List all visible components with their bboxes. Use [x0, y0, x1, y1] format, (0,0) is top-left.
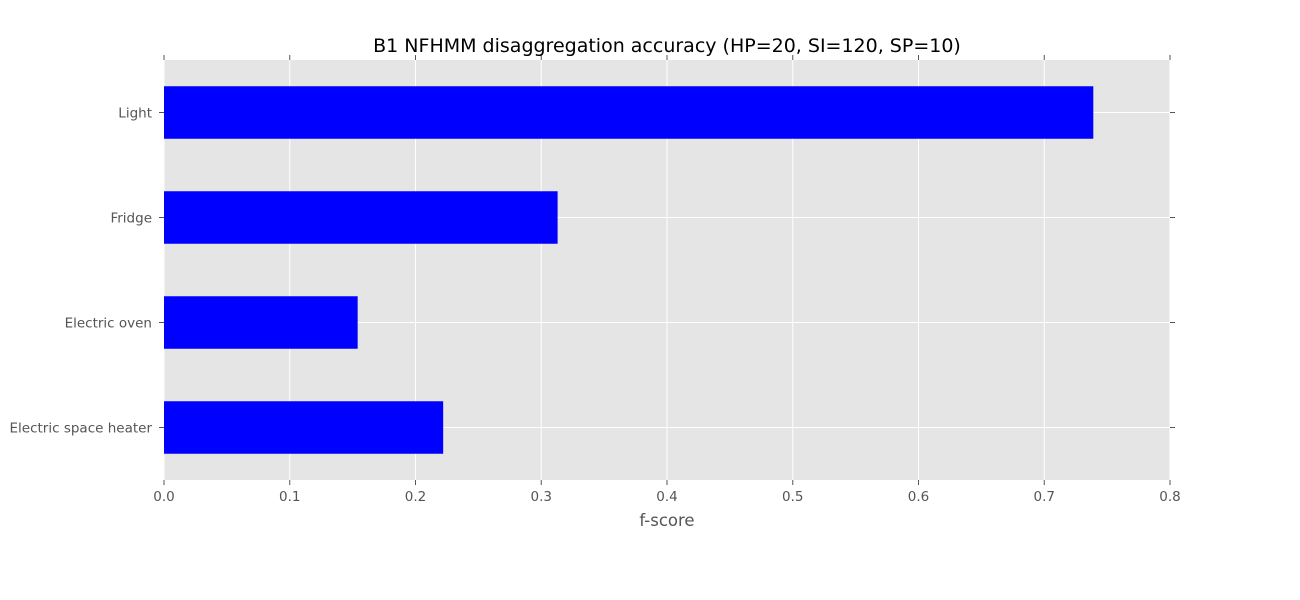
- bar: [164, 401, 444, 454]
- bar: [164, 191, 558, 244]
- x-tick-label: 0.8: [1159, 489, 1180, 505]
- x-tick-label: 0.2: [405, 489, 426, 505]
- y-tick-labels: Light Fridge Electric oven Electric space h…: [10, 106, 153, 437]
- bar: [164, 296, 358, 349]
- x-axis-label: f-score: [639, 511, 694, 530]
- x-tick-label: 0.5: [782, 489, 803, 505]
- x-tick-label: 0.0: [153, 489, 174, 505]
- x-tick-label: 0.1: [279, 489, 300, 505]
- tick-marks: [159, 55, 1175, 485]
- y-tick-label: Electric space heater: [10, 421, 153, 437]
- x-tick-label: 0.6: [908, 489, 929, 505]
- y-tick-label: Electric oven: [65, 316, 152, 332]
- bars: [164, 86, 1094, 454]
- x-tick-label: 0.4: [656, 489, 677, 505]
- x-tick-label: 0.7: [1034, 489, 1055, 505]
- bar: [164, 86, 1094, 139]
- x-tick-label: 0.3: [531, 489, 552, 505]
- x-tick-labels: 0.0 0.1 0.2 0.3 0.4 0.5 0.6 0.7 0.8: [153, 489, 1180, 505]
- y-tick-label: Light: [118, 106, 152, 122]
- chart-title: B1 NFHMM disaggregation accuracy (HP=20,…: [373, 35, 961, 57]
- y-tick-label: Fridge: [110, 211, 152, 227]
